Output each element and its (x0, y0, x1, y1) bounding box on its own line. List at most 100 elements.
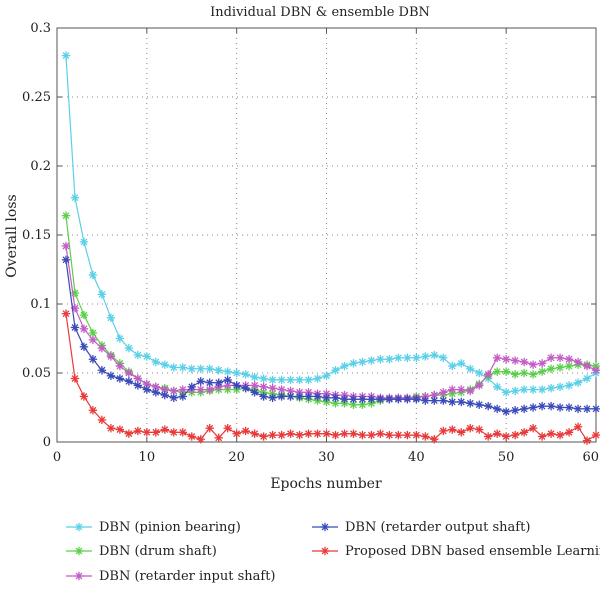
data-point (475, 368, 484, 378)
data-point (322, 371, 331, 380)
data-point (61, 211, 71, 220)
data-point (160, 360, 169, 369)
data-point (277, 430, 286, 440)
data-point (79, 310, 89, 320)
legend-swatch-marker (74, 546, 84, 556)
legend-swatch-marker (320, 522, 330, 532)
data-point (412, 395, 421, 404)
data-point (286, 429, 295, 438)
data-point (385, 395, 394, 404)
data-point (223, 424, 232, 433)
data-point (573, 357, 583, 367)
data-point (97, 366, 107, 375)
data-point (178, 428, 187, 437)
legend-label: DBN (retarder input shaft) (99, 569, 276, 584)
data-point (555, 430, 565, 440)
data-point (528, 370, 538, 379)
legend-swatch-marker (74, 571, 84, 581)
legend-label: DBN (drum shaft) (99, 544, 217, 559)
data-point (115, 334, 125, 343)
series-line (65, 55, 597, 393)
data-point (259, 382, 268, 391)
data-point (466, 424, 475, 433)
data-point (196, 385, 205, 394)
data-point (331, 366, 340, 375)
data-point (421, 396, 430, 405)
data-point (412, 430, 421, 440)
data-point (241, 426, 250, 436)
data-point (214, 378, 223, 387)
data-point (385, 430, 394, 440)
data-point (376, 355, 385, 364)
data-point (421, 352, 430, 361)
data-point (106, 352, 116, 361)
data-point (492, 353, 502, 363)
data-point (223, 375, 232, 385)
data-point (160, 390, 169, 400)
data-point (349, 400, 358, 409)
data-point (358, 395, 367, 404)
data-point (564, 403, 574, 412)
data-point (196, 435, 205, 444)
data-point (187, 432, 196, 441)
data-point (546, 364, 556, 374)
data-point (214, 433, 223, 443)
data-point (250, 372, 259, 382)
data-point (79, 342, 89, 351)
data-point (457, 385, 466, 394)
data-point (492, 429, 502, 438)
data-point (439, 426, 448, 436)
data-point (79, 324, 89, 334)
data-point (528, 424, 538, 433)
data-point (268, 375, 277, 385)
data-point (484, 401, 493, 411)
data-point (555, 403, 565, 412)
data-point (537, 359, 547, 368)
data-point (555, 363, 565, 372)
data-point (151, 388, 161, 397)
data-point (61, 309, 71, 318)
x-tick-label: 40 (408, 450, 425, 465)
data-point (457, 397, 466, 407)
data-point (591, 430, 600, 440)
data-point (151, 428, 161, 437)
data-point (439, 396, 448, 405)
data-point (519, 385, 529, 394)
data-point (448, 397, 457, 407)
data-point (546, 383, 556, 393)
legend-label: DBN (retarder output shaft) (345, 520, 530, 535)
data-point (286, 392, 295, 401)
data-point (133, 381, 143, 390)
legend-swatch-marker (74, 522, 84, 532)
data-point (528, 403, 538, 412)
data-point (313, 392, 322, 401)
legend-item-2: DBN (retarder input shaft) (66, 569, 276, 584)
data-point (546, 353, 556, 363)
data-point (484, 370, 493, 379)
data-point (295, 430, 304, 440)
data-point (322, 393, 331, 403)
data-point (106, 313, 116, 322)
data-point (196, 364, 205, 374)
data-point (88, 328, 98, 338)
data-point (79, 392, 89, 401)
data-point (88, 406, 98, 415)
data-point (250, 388, 259, 397)
y-tick-label: 0.15 (22, 228, 51, 243)
data-point (376, 429, 385, 438)
data-point (232, 429, 241, 438)
data-point (313, 429, 322, 438)
data-point (582, 361, 592, 371)
data-point (349, 395, 358, 404)
data-point (555, 353, 565, 363)
data-point (97, 415, 107, 425)
data-point (169, 393, 178, 403)
data-point (537, 401, 547, 411)
data-point (573, 404, 583, 414)
data-point (519, 404, 529, 414)
data-point (70, 193, 80, 202)
data-point (430, 435, 439, 444)
legend: DBN (pinion bearing) DBN (drum shaft) DBN … (66, 520, 600, 584)
data-point (537, 432, 547, 441)
data-point (367, 430, 376, 440)
